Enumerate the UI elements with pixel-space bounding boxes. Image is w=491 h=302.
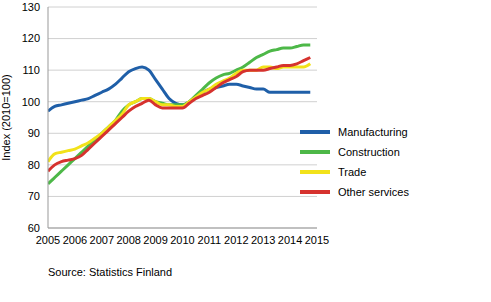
svg-text:90: 90	[28, 127, 40, 139]
svg-text:2011: 2011	[198, 234, 222, 246]
svg-text:2015: 2015	[305, 234, 329, 246]
svg-text:Index (2010=100): Index (2010=100)	[8, 74, 12, 161]
svg-text:2010: 2010	[170, 234, 194, 246]
html-text:Trade: Trade	[338, 166, 367, 178]
svg-text:2009: 2009	[143, 234, 167, 246]
html-text:Other services: Other services	[338, 186, 409, 198]
svg-text:2005: 2005	[36, 234, 60, 246]
svg-text:2012: 2012	[224, 234, 248, 246]
svg-text:60: 60	[28, 222, 40, 234]
html-text:Source: Statistics Finland: Source: Statistics Finland	[48, 266, 173, 278]
svg-text:120: 120	[22, 32, 40, 44]
svg-text:2014: 2014	[278, 234, 302, 246]
svg-text:70: 70	[28, 190, 40, 202]
html-text:Construction: Construction	[338, 146, 400, 158]
svg-text:130: 130	[22, 1, 40, 13]
svg-text:100: 100	[22, 96, 40, 108]
svg-text:2006: 2006	[63, 234, 87, 246]
svg-text:110: 110	[22, 64, 40, 76]
svg-text:2007: 2007	[90, 234, 114, 246]
svg-text:80: 80	[28, 159, 40, 171]
svg-text:2013: 2013	[251, 234, 275, 246]
html-text:Manufacturing: Manufacturing	[338, 126, 408, 138]
svg-text:2008: 2008	[116, 234, 140, 246]
